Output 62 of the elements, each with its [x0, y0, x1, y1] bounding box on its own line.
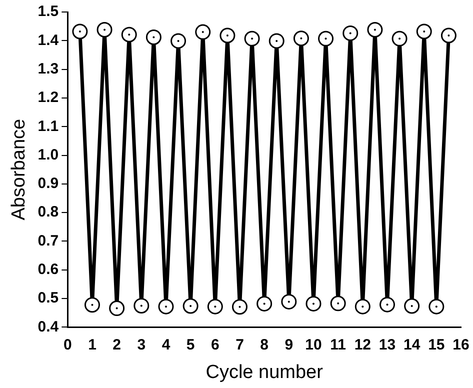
y-axis-title: Absorbance	[8, 118, 30, 220]
point	[367, 22, 383, 38]
point	[182, 298, 198, 314]
y-tick-label: 1.3	[38, 60, 59, 78]
x-tick-label: 3	[137, 336, 146, 354]
point	[416, 24, 432, 40]
point	[84, 297, 100, 313]
point	[293, 30, 309, 46]
x-axis-title: Cycle number	[206, 362, 324, 383]
x-tick-label: 8	[260, 336, 268, 354]
point	[220, 28, 236, 44]
point	[268, 33, 284, 49]
point	[134, 298, 150, 314]
y-tick-label: 0.6	[38, 261, 59, 278]
point	[404, 298, 420, 314]
point	[121, 26, 137, 42]
y-tick-label: 1.2	[38, 89, 59, 106]
point	[318, 30, 334, 46]
x-tick-label: 15	[428, 336, 445, 354]
y-tick-label: 1.5	[38, 3, 59, 20]
point	[428, 298, 444, 314]
point	[281, 294, 297, 310]
x-tick-label: 14	[403, 336, 421, 354]
y-tick-label: 0.5	[38, 290, 59, 307]
y-tick-label: 1.1	[38, 118, 59, 135]
x-tick-label: 5	[186, 336, 195, 354]
point	[244, 30, 260, 46]
x-tick-label: 16	[452, 336, 470, 354]
x-tick-label: 1	[88, 336, 96, 354]
point	[207, 298, 223, 314]
x-tick-label: 2	[112, 336, 121, 354]
point	[342, 25, 358, 41]
point	[170, 33, 186, 49]
point	[146, 29, 162, 45]
point	[109, 300, 125, 316]
x-tick-label: 12	[354, 336, 372, 354]
point	[96, 22, 112, 38]
x-tick-label: 11	[330, 336, 346, 354]
x-tick-label: 7	[236, 336, 244, 354]
y-tick-label: 0.9	[38, 175, 59, 192]
point	[330, 296, 346, 312]
y-tick-label: 0.4	[38, 318, 60, 336]
point	[440, 28, 456, 44]
y-tick-label: 1.4	[38, 32, 60, 49]
x-tick-label: 9	[284, 336, 294, 354]
point	[306, 296, 322, 312]
point	[256, 296, 272, 312]
point	[380, 296, 395, 312]
point	[354, 298, 370, 314]
point	[232, 299, 248, 315]
x-tick-label: 6	[210, 336, 220, 354]
x-tick-label: 13	[378, 336, 396, 354]
y-tick-label: 0.8	[38, 204, 59, 221]
x-tick-label: 10	[305, 336, 322, 354]
point	[158, 298, 174, 314]
point	[392, 30, 408, 46]
x-tick-label: 4	[162, 336, 171, 354]
point	[72, 24, 88, 40]
point	[195, 24, 211, 40]
y-tick-label: 0.7	[38, 232, 59, 250]
y-tick-label: 1.0	[38, 146, 59, 164]
x-tick-label: 0	[63, 336, 72, 354]
